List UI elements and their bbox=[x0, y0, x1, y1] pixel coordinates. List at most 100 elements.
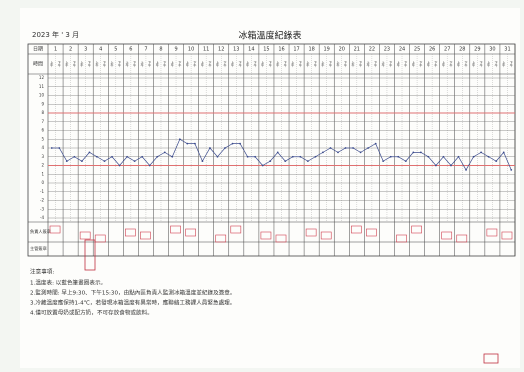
y-tick-label: -1 bbox=[40, 189, 44, 194]
y-tick-label: 3 bbox=[41, 154, 44, 159]
signature-stamp bbox=[411, 225, 422, 234]
day-label: 24 bbox=[399, 47, 405, 53]
y-tick-label: 1 bbox=[41, 171, 44, 176]
reading-dot bbox=[88, 151, 91, 154]
y-tick-label: 2 bbox=[41, 163, 44, 168]
signature-stamp bbox=[215, 234, 227, 243]
note-item: 3.冷藏溫度應保持1-4℃，若發現冰箱溫度有異常時，應聯絡工務課人員緊急處理。 bbox=[30, 299, 235, 307]
pm-label: 下午 bbox=[389, 61, 393, 68]
notes-heading: 注意事項: bbox=[30, 268, 54, 276]
day-label: 5 bbox=[114, 47, 117, 53]
reading-dot bbox=[435, 164, 437, 167]
reading-dot bbox=[291, 155, 294, 158]
pm-label: 下午 bbox=[118, 61, 122, 68]
y-tick-label: -4 bbox=[40, 215, 44, 220]
paper bbox=[20, 8, 520, 368]
am-label: 上午 bbox=[351, 60, 355, 68]
reading-dot bbox=[73, 155, 76, 158]
day-label: 29 bbox=[474, 47, 480, 53]
pm-label: 下午 bbox=[434, 61, 438, 68]
day-label: 14 bbox=[248, 47, 254, 53]
day-label: 27 bbox=[444, 47, 450, 53]
am-label: 上午 bbox=[140, 60, 144, 68]
am-label: 上午 bbox=[381, 60, 385, 68]
reading-dot bbox=[495, 160, 498, 163]
reading-dot bbox=[465, 168, 467, 171]
day-label: 23 bbox=[384, 47, 390, 53]
am-label: 上午 bbox=[321, 60, 325, 68]
am-label: 上午 bbox=[472, 60, 476, 68]
reading-dot bbox=[261, 164, 264, 167]
reading-dot bbox=[148, 164, 151, 167]
signature-stamp bbox=[456, 234, 468, 243]
reading-dot bbox=[269, 160, 272, 163]
am-label: 上午 bbox=[155, 60, 159, 68]
reading-dot bbox=[359, 151, 362, 154]
reading-dot bbox=[126, 155, 128, 158]
am-label: 上午 bbox=[50, 60, 54, 68]
am-label: 上午 bbox=[80, 60, 84, 68]
reading-dot bbox=[404, 160, 407, 163]
pm-label: 下午 bbox=[178, 61, 182, 68]
day-label: 1 bbox=[54, 47, 57, 53]
pm-label: 下午 bbox=[374, 61, 378, 68]
am-label: 上午 bbox=[306, 60, 310, 68]
am-label: 上午 bbox=[291, 60, 295, 68]
reading-dot bbox=[284, 160, 287, 163]
day-label: 3 bbox=[84, 47, 87, 53]
pm-label: 下午 bbox=[208, 61, 212, 68]
reading-dot bbox=[374, 142, 377, 145]
signature-stamp bbox=[305, 228, 317, 237]
am-label: 上午 bbox=[502, 60, 506, 68]
seal-stamp bbox=[483, 353, 499, 364]
y-tick-label: 0 bbox=[41, 180, 44, 185]
am-label: 上午 bbox=[276, 60, 280, 68]
reading-dot bbox=[419, 151, 422, 154]
temperature-line bbox=[51, 138, 512, 171]
reading-dot bbox=[480, 151, 483, 154]
reading-dot bbox=[171, 155, 174, 158]
day-label: 4 bbox=[99, 47, 102, 53]
day-label: 19 bbox=[324, 47, 330, 53]
signature-stamp bbox=[350, 225, 362, 234]
y-tick-label: 10 bbox=[39, 93, 45, 98]
am-label: 上午 bbox=[246, 60, 250, 68]
pm-label: 下午 bbox=[57, 61, 61, 68]
am-label: 上午 bbox=[441, 60, 445, 68]
pm-label: 下午 bbox=[238, 61, 242, 68]
reading-dot bbox=[50, 147, 53, 149]
pm-label: 下午 bbox=[193, 61, 197, 68]
signature-stamp bbox=[125, 228, 136, 237]
form-title: 冰箱溫度紀錄表 bbox=[238, 30, 301, 42]
pm-label: 下午 bbox=[313, 61, 317, 68]
reading-dot bbox=[111, 155, 113, 158]
reading-dot bbox=[80, 160, 83, 163]
pm-label: 下午 bbox=[87, 61, 91, 68]
day-label: 2 bbox=[69, 47, 72, 53]
reading-dot bbox=[510, 168, 513, 171]
am-label: 上午 bbox=[366, 60, 370, 68]
reading-dot bbox=[397, 155, 400, 158]
day-label: 9 bbox=[174, 47, 177, 53]
pm-label: 下午 bbox=[298, 61, 302, 68]
am-label: 上午 bbox=[65, 60, 69, 68]
day-label: 31 bbox=[504, 47, 510, 53]
reading-dot bbox=[103, 160, 106, 163]
reading-dot bbox=[502, 151, 505, 154]
reading-dot bbox=[254, 155, 257, 158]
am-label: 上午 bbox=[95, 60, 99, 68]
pm-label: 下午 bbox=[148, 61, 152, 68]
am-label: 上午 bbox=[261, 60, 265, 68]
day-label: 13 bbox=[233, 47, 239, 53]
reading-dot bbox=[133, 160, 136, 163]
am-label: 上午 bbox=[200, 60, 204, 68]
reading-dot bbox=[472, 155, 475, 158]
signature-stamp bbox=[49, 225, 61, 234]
y-tick-label: 5 bbox=[41, 136, 44, 141]
pm-label: 下午 bbox=[449, 61, 453, 68]
day-label: 28 bbox=[459, 47, 465, 53]
reading-dot bbox=[314, 155, 317, 158]
pm-label: 下午 bbox=[163, 61, 167, 68]
